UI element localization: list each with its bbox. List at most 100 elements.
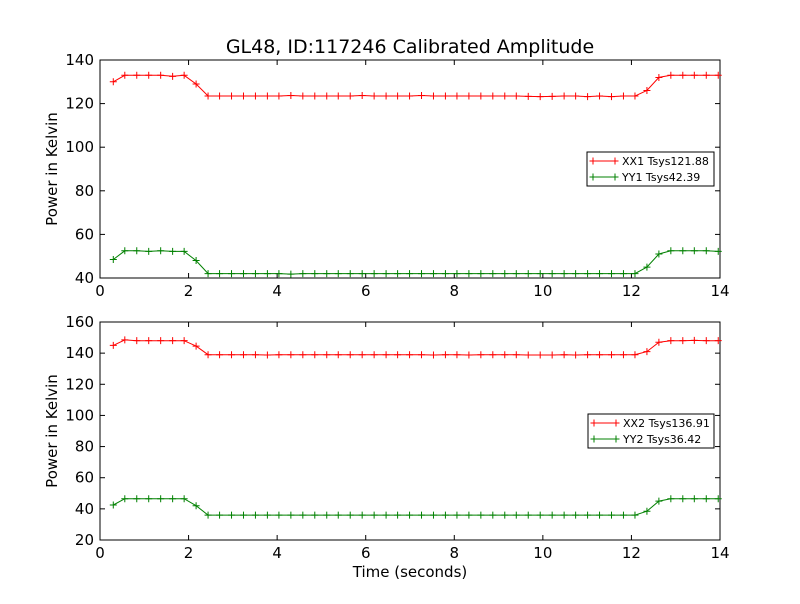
data-point-marker	[714, 337, 722, 345]
data-point-marker	[204, 92, 212, 100]
data-point-marker	[157, 247, 165, 255]
series-line	[112, 250, 719, 275]
data-point-marker	[169, 337, 177, 345]
legend-label: YY1 Tsys42.39	[621, 171, 700, 184]
data-point-marker	[584, 270, 592, 278]
data-point-marker	[299, 92, 307, 100]
data-point-marker	[251, 92, 259, 100]
data-point-marker	[109, 255, 117, 263]
data-point-marker	[180, 495, 188, 503]
data-point-marker	[204, 270, 212, 278]
series-yy	[109, 247, 722, 278]
chart-title: GL48, ID:117246 Calibrated Amplitude	[226, 36, 594, 58]
x-tick-label: 6	[361, 544, 371, 562]
data-point-marker	[358, 351, 366, 359]
data-point-marker	[667, 337, 675, 345]
legend-label: YY2 Tsys36.42	[622, 433, 701, 446]
data-point-marker	[608, 351, 615, 359]
subplot-top: 0 2 4 6 8 10 12 14 40 60 80 100 120 140 Power in Kelvi…	[43, 51, 730, 300]
data-point-marker	[370, 270, 378, 278]
x-tick-label: 10	[533, 544, 552, 562]
data-point-marker	[323, 351, 331, 359]
y-tick-label: 100	[65, 406, 94, 424]
data-point-marker	[287, 92, 295, 100]
data-point-marker	[228, 351, 236, 359]
data-point-marker	[406, 92, 414, 100]
data-point-marker	[346, 92, 354, 100]
data-point-marker	[690, 495, 698, 503]
series-line	[113, 498, 719, 516]
data-point-marker	[311, 92, 319, 100]
data-point-marker	[690, 336, 698, 344]
x-tick-label: 4	[272, 282, 282, 300]
data-point-marker	[121, 71, 129, 79]
data-point-marker	[346, 270, 354, 278]
data-point-marker	[465, 92, 473, 100]
y-tick-label: 140	[65, 51, 94, 69]
data-point-marker	[133, 71, 141, 79]
data-point-marker	[145, 71, 153, 79]
data-point-marker	[560, 351, 568, 359]
data-point-marker	[263, 351, 271, 359]
data-point-marker	[584, 511, 592, 519]
x-tick-label: 8	[450, 544, 460, 562]
data-point-marker	[358, 270, 366, 278]
data-point-marker	[524, 92, 532, 100]
data-point-marker	[216, 270, 224, 278]
data-point-marker	[596, 511, 604, 519]
data-point-marker	[275, 511, 283, 519]
data-point-marker	[370, 351, 378, 359]
legend-box	[587, 413, 715, 449]
data-point-marker	[596, 92, 604, 100]
data-point-marker	[192, 502, 200, 510]
data-point-marker	[489, 511, 497, 519]
y-tick-label: 20	[75, 531, 94, 549]
data-point-marker	[631, 511, 639, 519]
data-point-marker	[133, 247, 141, 255]
data-point-marker	[429, 511, 437, 519]
data-point-marker	[287, 511, 295, 519]
data-point-marker	[512, 351, 520, 359]
data-point-marker	[370, 511, 378, 519]
data-point-marker	[263, 92, 271, 100]
data-point-marker	[643, 87, 651, 95]
data-point-marker	[536, 270, 544, 278]
data-point-marker	[619, 351, 627, 359]
data-point-marker	[429, 351, 437, 359]
y-tick-label: 120	[65, 95, 94, 113]
x-axis-label: Time (seconds)	[352, 563, 468, 581]
data-point-marker	[560, 511, 568, 519]
data-point-marker	[453, 351, 461, 359]
data-point-marker	[453, 270, 461, 278]
data-point-marker	[346, 511, 354, 519]
data-point-marker	[334, 511, 342, 519]
data-point-marker	[169, 247, 177, 255]
data-point-marker	[323, 511, 331, 519]
data-point-marker	[690, 247, 698, 255]
data-point-marker	[239, 511, 247, 519]
data-point-marker	[311, 351, 319, 359]
data-point-marker	[441, 270, 449, 278]
data-point-marker	[157, 337, 165, 345]
data-point-marker	[429, 92, 437, 100]
legend-box	[586, 151, 715, 187]
data-point-marker	[192, 80, 200, 88]
series-xx	[109, 71, 722, 101]
data-point-marker	[204, 511, 212, 519]
data-point-marker	[216, 92, 224, 100]
data-point-marker	[133, 337, 141, 345]
data-point-marker	[453, 92, 461, 100]
data-point-marker	[169, 72, 177, 80]
data-point-marker	[406, 270, 414, 278]
data-point-marker	[643, 348, 651, 356]
x-tick-label: 8	[450, 282, 460, 300]
data-point-marker	[548, 511, 556, 519]
legend-label: XX1 Tsys121.88	[622, 155, 709, 168]
data-point-marker	[358, 511, 366, 519]
data-point-marker	[216, 511, 224, 519]
data-point-marker	[180, 71, 188, 79]
data-point-marker	[572, 511, 580, 519]
data-point-marker	[679, 337, 687, 345]
